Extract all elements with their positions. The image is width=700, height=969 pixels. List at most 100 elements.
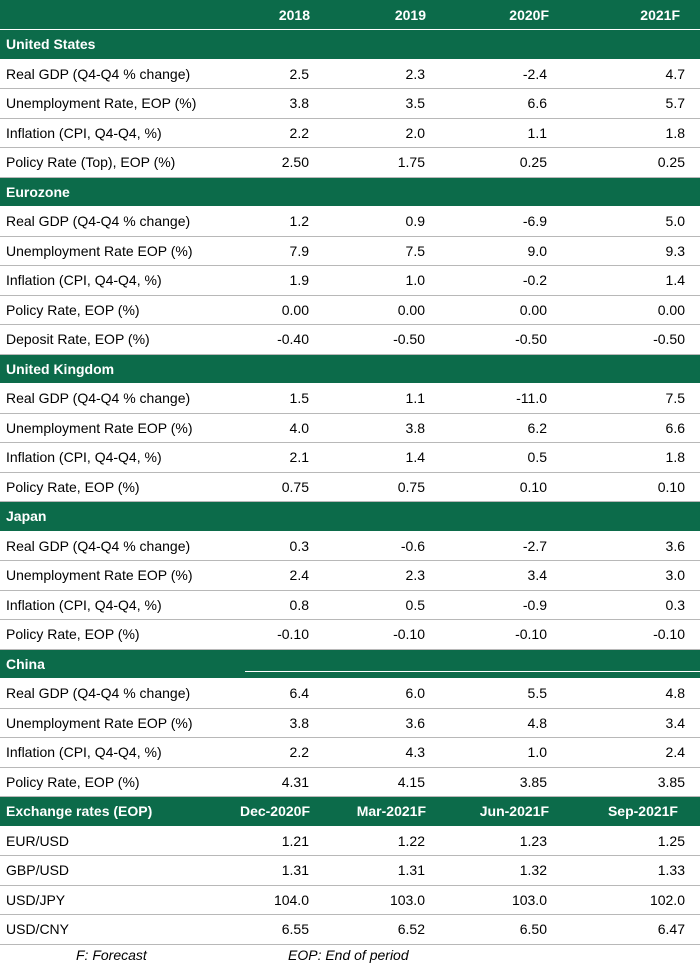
footnotes: F: Forecast EOP: End of period: [0, 947, 700, 967]
cell-value: 4.3: [405, 744, 425, 761]
cell-value: 6.55: [281, 921, 309, 938]
cell-value: 1.9: [289, 272, 309, 289]
fx-period-header: Sep-2021F: [607, 803, 678, 820]
table-row: Real GDP (Q4-Q4 % change) 6.4 6.0 5.5 4.…: [0, 679, 700, 709]
cell-value: 0.00: [657, 301, 685, 318]
cell-value: 1.22: [397, 832, 425, 849]
cell-value: 0.75: [281, 478, 309, 495]
cell-value: 0.75: [397, 478, 425, 495]
section-title: United States: [6, 36, 96, 53]
cell-value: -0.50: [653, 331, 685, 348]
section-title: Eurozone: [6, 183, 70, 200]
cell-value: 6.6: [665, 419, 685, 436]
table-row: Inflation (CPI, Q4-Q4, %) 2.1 1.4 0.5 1.…: [0, 443, 700, 473]
cell-value: -0.2: [522, 272, 547, 289]
cell-value: -6.9: [522, 213, 547, 230]
cell-value: 3.6: [405, 714, 425, 731]
cell-value: 4.31: [281, 773, 309, 790]
cell-value: -11.0: [516, 390, 547, 407]
row-label: Policy Rate, EOP (%): [6, 478, 140, 495]
cell-value: 6.0: [405, 685, 425, 702]
cell-value: 1.25: [657, 832, 685, 849]
cell-value: 9.0: [527, 242, 547, 259]
cell-value: 3.4: [665, 714, 685, 731]
row-label: Policy Rate, EOP (%): [6, 773, 140, 790]
row-label: Inflation (CPI, Q4-Q4, %): [6, 272, 162, 289]
row-label: Real GDP (Q4-Q4 % change): [6, 390, 191, 407]
table-row: USD/CNY 6.55 6.52 6.50 6.47: [0, 915, 700, 945]
table-row: Real GDP (Q4-Q4 % change) 1.2 0.9 -6.9 5…: [0, 207, 700, 237]
footnote-forecast: F: Forecast: [76, 947, 147, 963]
footnote-eop: EOP: End of period: [288, 947, 409, 963]
cell-value: 2.5: [289, 65, 309, 82]
row-label: USD/CNY: [6, 921, 70, 938]
table-row: Real GDP (Q4-Q4 % change) 2.5 2.3 -2.4 4…: [0, 59, 700, 89]
fx-period-header: Mar-2021F: [356, 803, 426, 820]
table-row: Policy Rate, EOP (%) 0.75 0.75 0.10 0.10: [0, 472, 700, 502]
cell-value: -0.10: [515, 626, 547, 643]
table-row: Real GDP (Q4-Q4 % change) 0.3 -0.6 -2.7 …: [0, 531, 700, 561]
table-row: Policy Rate, EOP (%) -0.10 -0.10 -0.10 -…: [0, 620, 700, 650]
cell-value: 3.8: [289, 714, 309, 731]
row-label: Real GDP (Q4-Q4 % change): [6, 537, 191, 554]
cell-value: 103.0: [389, 891, 425, 908]
cell-value: 2.2: [289, 124, 309, 141]
section-title: Exchange rates (EOP): [6, 803, 153, 820]
row-label: Inflation (CPI, Q4-Q4, %): [6, 124, 162, 141]
cell-value: 1.31: [397, 862, 425, 879]
row-label: Unemployment Rate EOP (%): [6, 714, 193, 731]
cell-value: 2.1: [289, 449, 309, 466]
cell-value: 4.15: [397, 773, 425, 790]
cell-value: 7.9: [289, 242, 309, 259]
cell-value: 1.23: [519, 832, 547, 849]
row-label: Real GDP (Q4-Q4 % change): [6, 213, 191, 230]
cell-value: 103.0: [511, 891, 547, 908]
table-row: GBP/USD 1.31 1.31 1.32 1.33: [0, 856, 700, 886]
cell-value: 3.85: [657, 773, 685, 790]
table-row: Policy Rate, EOP (%) 4.31 4.15 3.85 3.85: [0, 767, 700, 797]
cell-value: 6.2: [527, 419, 547, 436]
cell-value: 0.3: [289, 537, 309, 554]
section-header-china: China: [0, 649, 700, 679]
cell-value: 2.2: [289, 744, 309, 761]
cell-value: 6.6: [527, 95, 547, 112]
cell-value: 0.25: [519, 154, 547, 171]
cell-value: 1.5: [289, 390, 309, 407]
cell-value: -0.10: [277, 626, 309, 643]
cell-value: 1.2: [289, 213, 309, 230]
cell-value: 1.8: [665, 449, 685, 466]
cell-value: 7.5: [665, 390, 685, 407]
row-label: Unemployment Rate EOP (%): [6, 419, 193, 436]
row-label: Unemployment Rate, EOP (%): [6, 95, 197, 112]
section-title: China: [6, 655, 45, 672]
table-row: Policy Rate, EOP (%) 0.00 0.00 0.00 0.00: [0, 295, 700, 325]
cell-value: 0.00: [281, 301, 309, 318]
cell-value: 5.0: [665, 213, 685, 230]
cell-value: 1.75: [397, 154, 425, 171]
forecast-table: 2018 2019 2020F 2021F United States Real…: [0, 0, 700, 945]
row-label: Unemployment Rate EOP (%): [6, 242, 193, 259]
year-header-row: 2018 2019 2020F 2021F: [0, 0, 700, 30]
cell-value: 1.31: [281, 862, 309, 879]
cell-value: -0.9: [522, 596, 547, 613]
row-label: USD/JPY: [6, 891, 66, 908]
cell-value: 2.4: [665, 744, 685, 761]
cell-value: 3.8: [289, 95, 309, 112]
cell-value: 7.5: [405, 242, 425, 259]
cell-value: 104.0: [273, 891, 309, 908]
section-header-eurozone: Eurozone: [0, 177, 700, 207]
table-row: Inflation (CPI, Q4-Q4, %) 2.2 4.3 1.0 2.…: [0, 738, 700, 768]
row-label: Inflation (CPI, Q4-Q4, %): [6, 449, 162, 466]
cell-value: 2.4: [289, 567, 309, 584]
cell-value: 6.4: [289, 685, 309, 702]
table-row: USD/JPY 104.0 103.0 103.0 102.0: [0, 885, 700, 915]
cell-value: 0.5: [405, 596, 425, 613]
cell-value: 5.5: [527, 685, 547, 702]
cell-value: -0.40: [277, 331, 309, 348]
section-header-japan: Japan: [0, 502, 700, 532]
row-label: Inflation (CPI, Q4-Q4, %): [6, 596, 162, 613]
row-label: Real GDP (Q4-Q4 % change): [6, 685, 191, 702]
row-label: Deposit Rate, EOP (%): [6, 331, 150, 348]
cell-value: 1.21: [281, 832, 309, 849]
cell-value: 2.50: [281, 154, 309, 171]
